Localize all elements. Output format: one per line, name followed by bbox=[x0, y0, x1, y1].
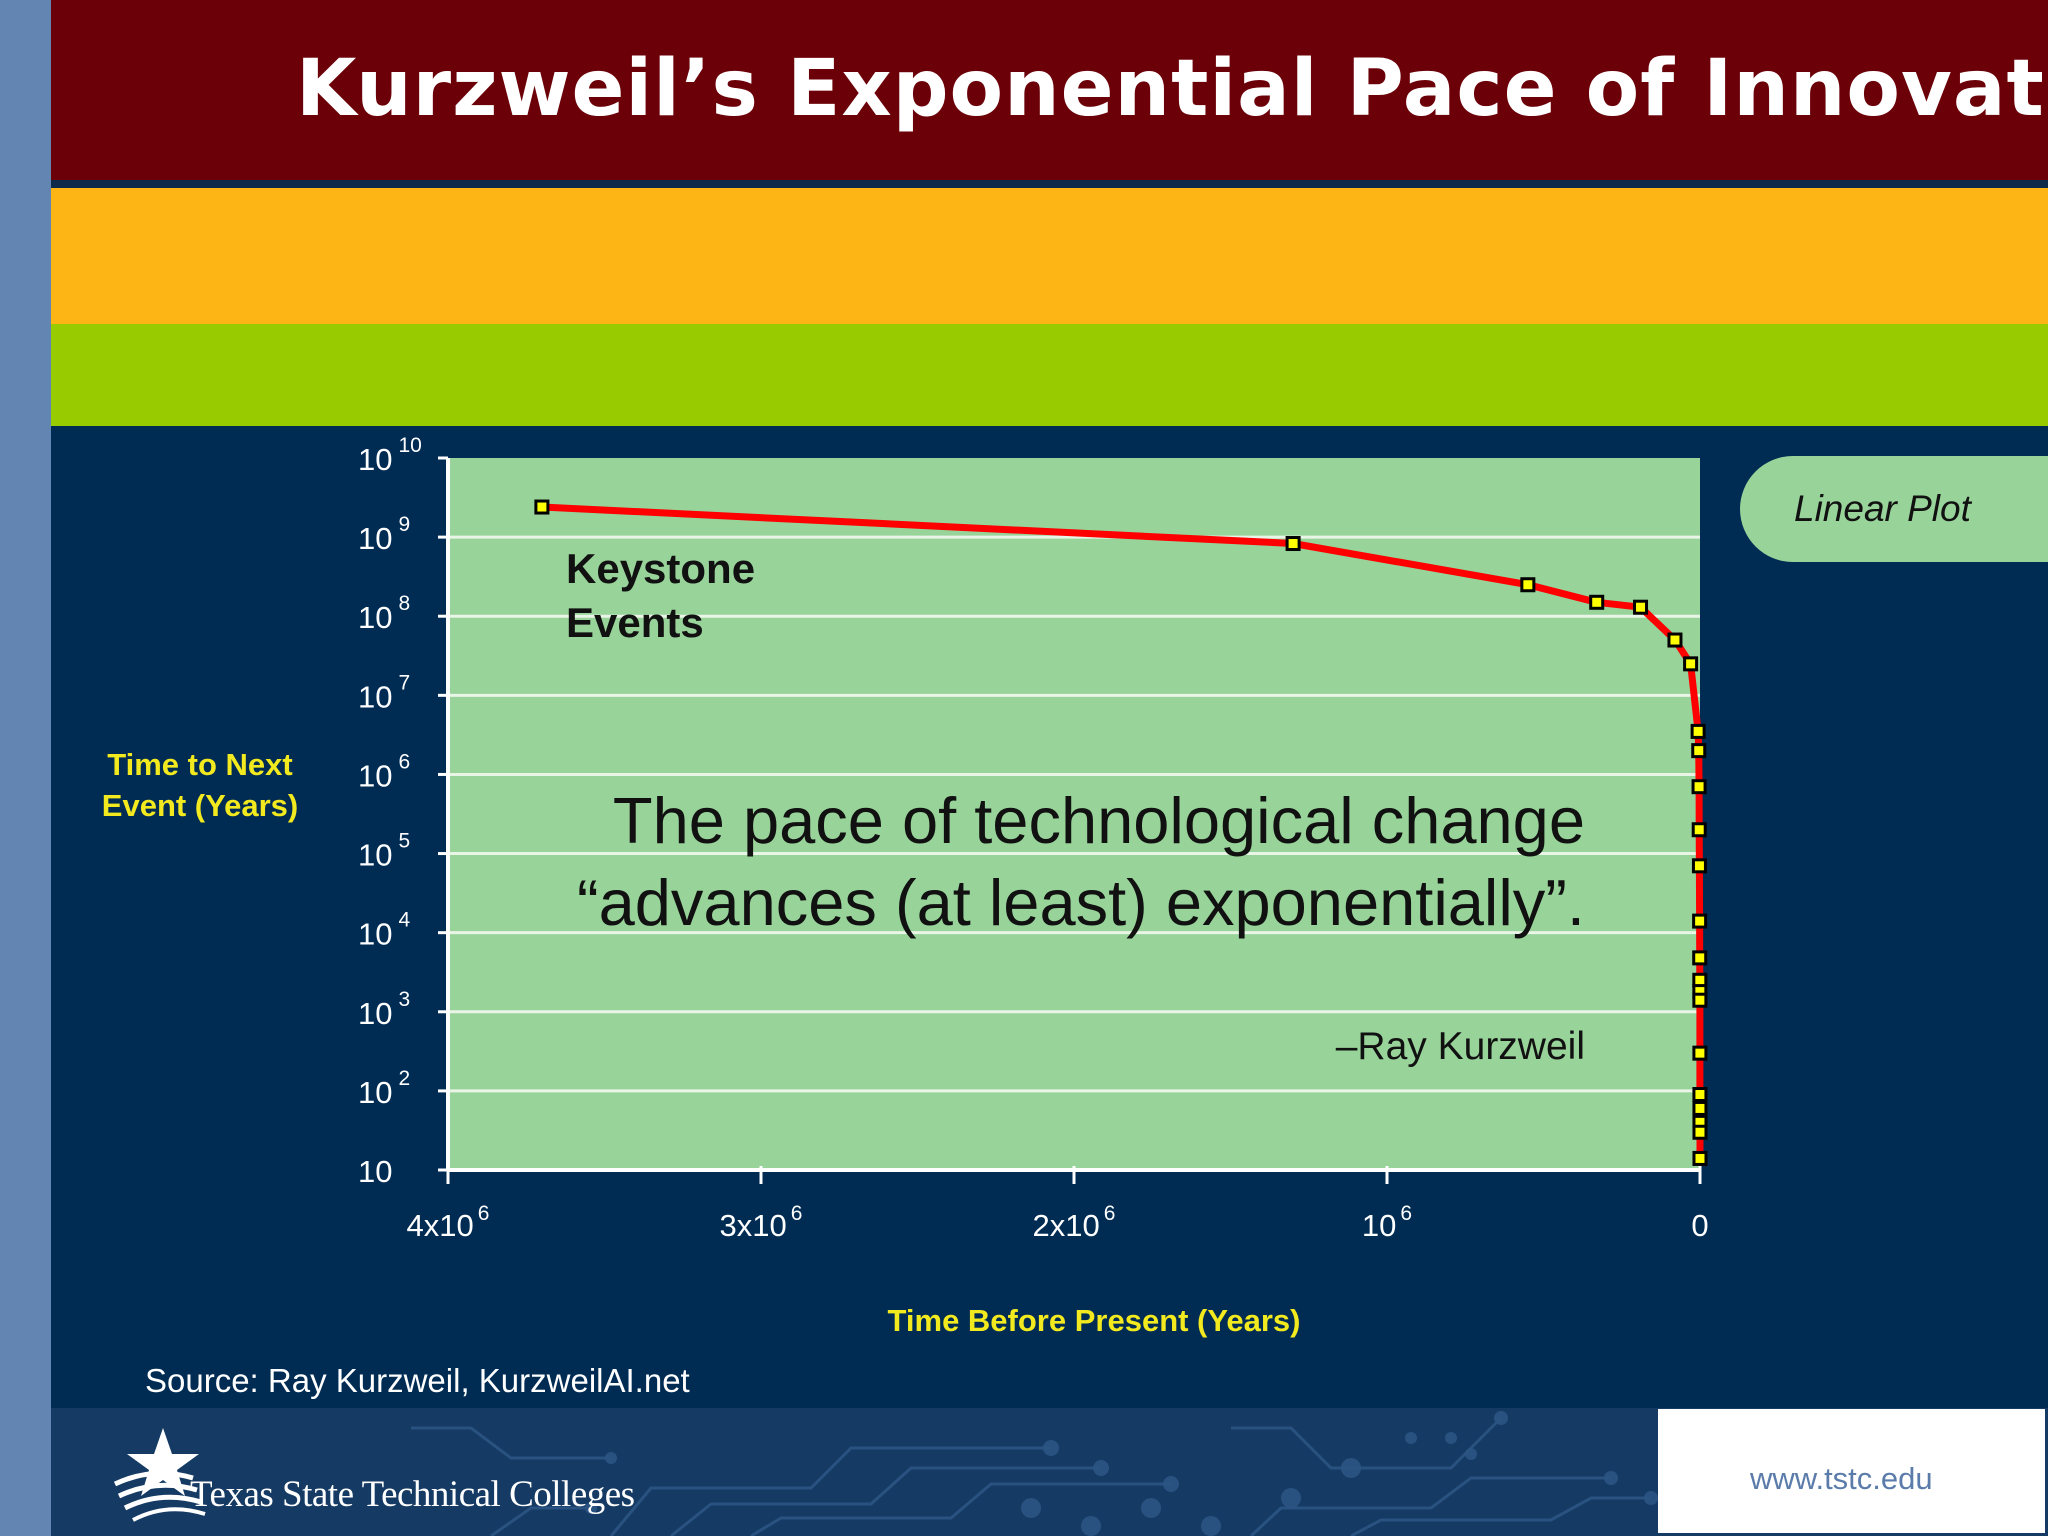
y-tick-label: 10 2 bbox=[358, 1067, 410, 1110]
source-citation: Source: Ray Kurzweil, KurzweilAI.net bbox=[145, 1362, 690, 1399]
event-marker bbox=[1692, 992, 1708, 1008]
event-marker bbox=[1691, 743, 1707, 759]
slide-title: Kurzweil’s Exponential Pace of Innovatio… bbox=[296, 44, 2048, 134]
y-tick-label: 10 10 bbox=[358, 434, 422, 477]
x-tick-label: 4x10 6 bbox=[407, 1202, 490, 1243]
x-tick-label: 0 bbox=[1691, 1208, 1708, 1243]
y-tick-label: 10 bbox=[358, 1154, 392, 1189]
y-axis-label: Time to Next Event (Years) bbox=[101, 747, 299, 823]
x-tick-label: 10 6 bbox=[1362, 1202, 1412, 1243]
event-marker bbox=[1692, 1087, 1708, 1103]
event-marker bbox=[1589, 594, 1605, 610]
website-url[interactable]: www.tstc.edu bbox=[1750, 1461, 1933, 1496]
event-marker bbox=[1692, 1150, 1708, 1166]
linear-plot-label: Linear Plot bbox=[1794, 488, 1971, 529]
event-marker bbox=[1690, 723, 1706, 739]
url-box: www.tstc.edu bbox=[1658, 1409, 2045, 1533]
event-marker bbox=[1691, 822, 1707, 838]
tstc-star-logo-icon bbox=[113, 1428, 206, 1522]
left-accent-strip bbox=[0, 0, 51, 1536]
event-marker bbox=[1667, 632, 1683, 648]
kurzweil-quote: The pace of technological change “advanc… bbox=[576, 784, 1585, 939]
event-marker bbox=[1520, 577, 1536, 593]
event-marker bbox=[1285, 536, 1301, 552]
green-band bbox=[51, 324, 2048, 426]
y-tick-label: 10 5 bbox=[358, 830, 410, 873]
orange-band bbox=[51, 188, 2048, 324]
y-tick-label: 10 3 bbox=[358, 988, 410, 1031]
x-axis-label: Time Before Present (Years) bbox=[887, 1303, 1301, 1338]
event-marker bbox=[1692, 1124, 1708, 1140]
y-tick-label: 10 9 bbox=[358, 513, 410, 556]
y-tick-label: 10 4 bbox=[358, 909, 410, 952]
event-marker bbox=[1683, 656, 1699, 672]
event-marker bbox=[1692, 1045, 1708, 1061]
event-marker bbox=[534, 499, 550, 515]
event-marker bbox=[1692, 950, 1708, 966]
event-marker bbox=[1633, 599, 1649, 615]
x-tick-labels: 4x10 6 3x10 6 2x10 6 10 6 0 bbox=[407, 1166, 1709, 1243]
y-tick-label: 10 8 bbox=[358, 592, 410, 635]
college-name: Texas State Technical Colleges bbox=[190, 1474, 635, 1515]
event-marker bbox=[1691, 858, 1707, 874]
y-tick-label: 10 7 bbox=[358, 671, 410, 714]
y-tick-label: 10 6 bbox=[358, 750, 410, 793]
event-markers bbox=[534, 499, 1708, 1166]
circuit-pattern bbox=[411, 1411, 1658, 1536]
keystone-events-label: Keystone Events bbox=[566, 545, 756, 646]
x-tick-label: 2x10 6 bbox=[1033, 1202, 1116, 1243]
linear-plot-tab[interactable]: Linear Plot bbox=[1740, 456, 2048, 562]
event-marker bbox=[1692, 1100, 1708, 1116]
title-bar: Kurzweil’s Exponential Pace of Innovatio… bbox=[51, 0, 2048, 188]
x-tick-label: 3x10 6 bbox=[720, 1202, 803, 1243]
quote-attribution: –Ray Kurzweil bbox=[1335, 1025, 1585, 1068]
event-marker bbox=[1692, 913, 1708, 929]
event-marker bbox=[1691, 779, 1707, 795]
